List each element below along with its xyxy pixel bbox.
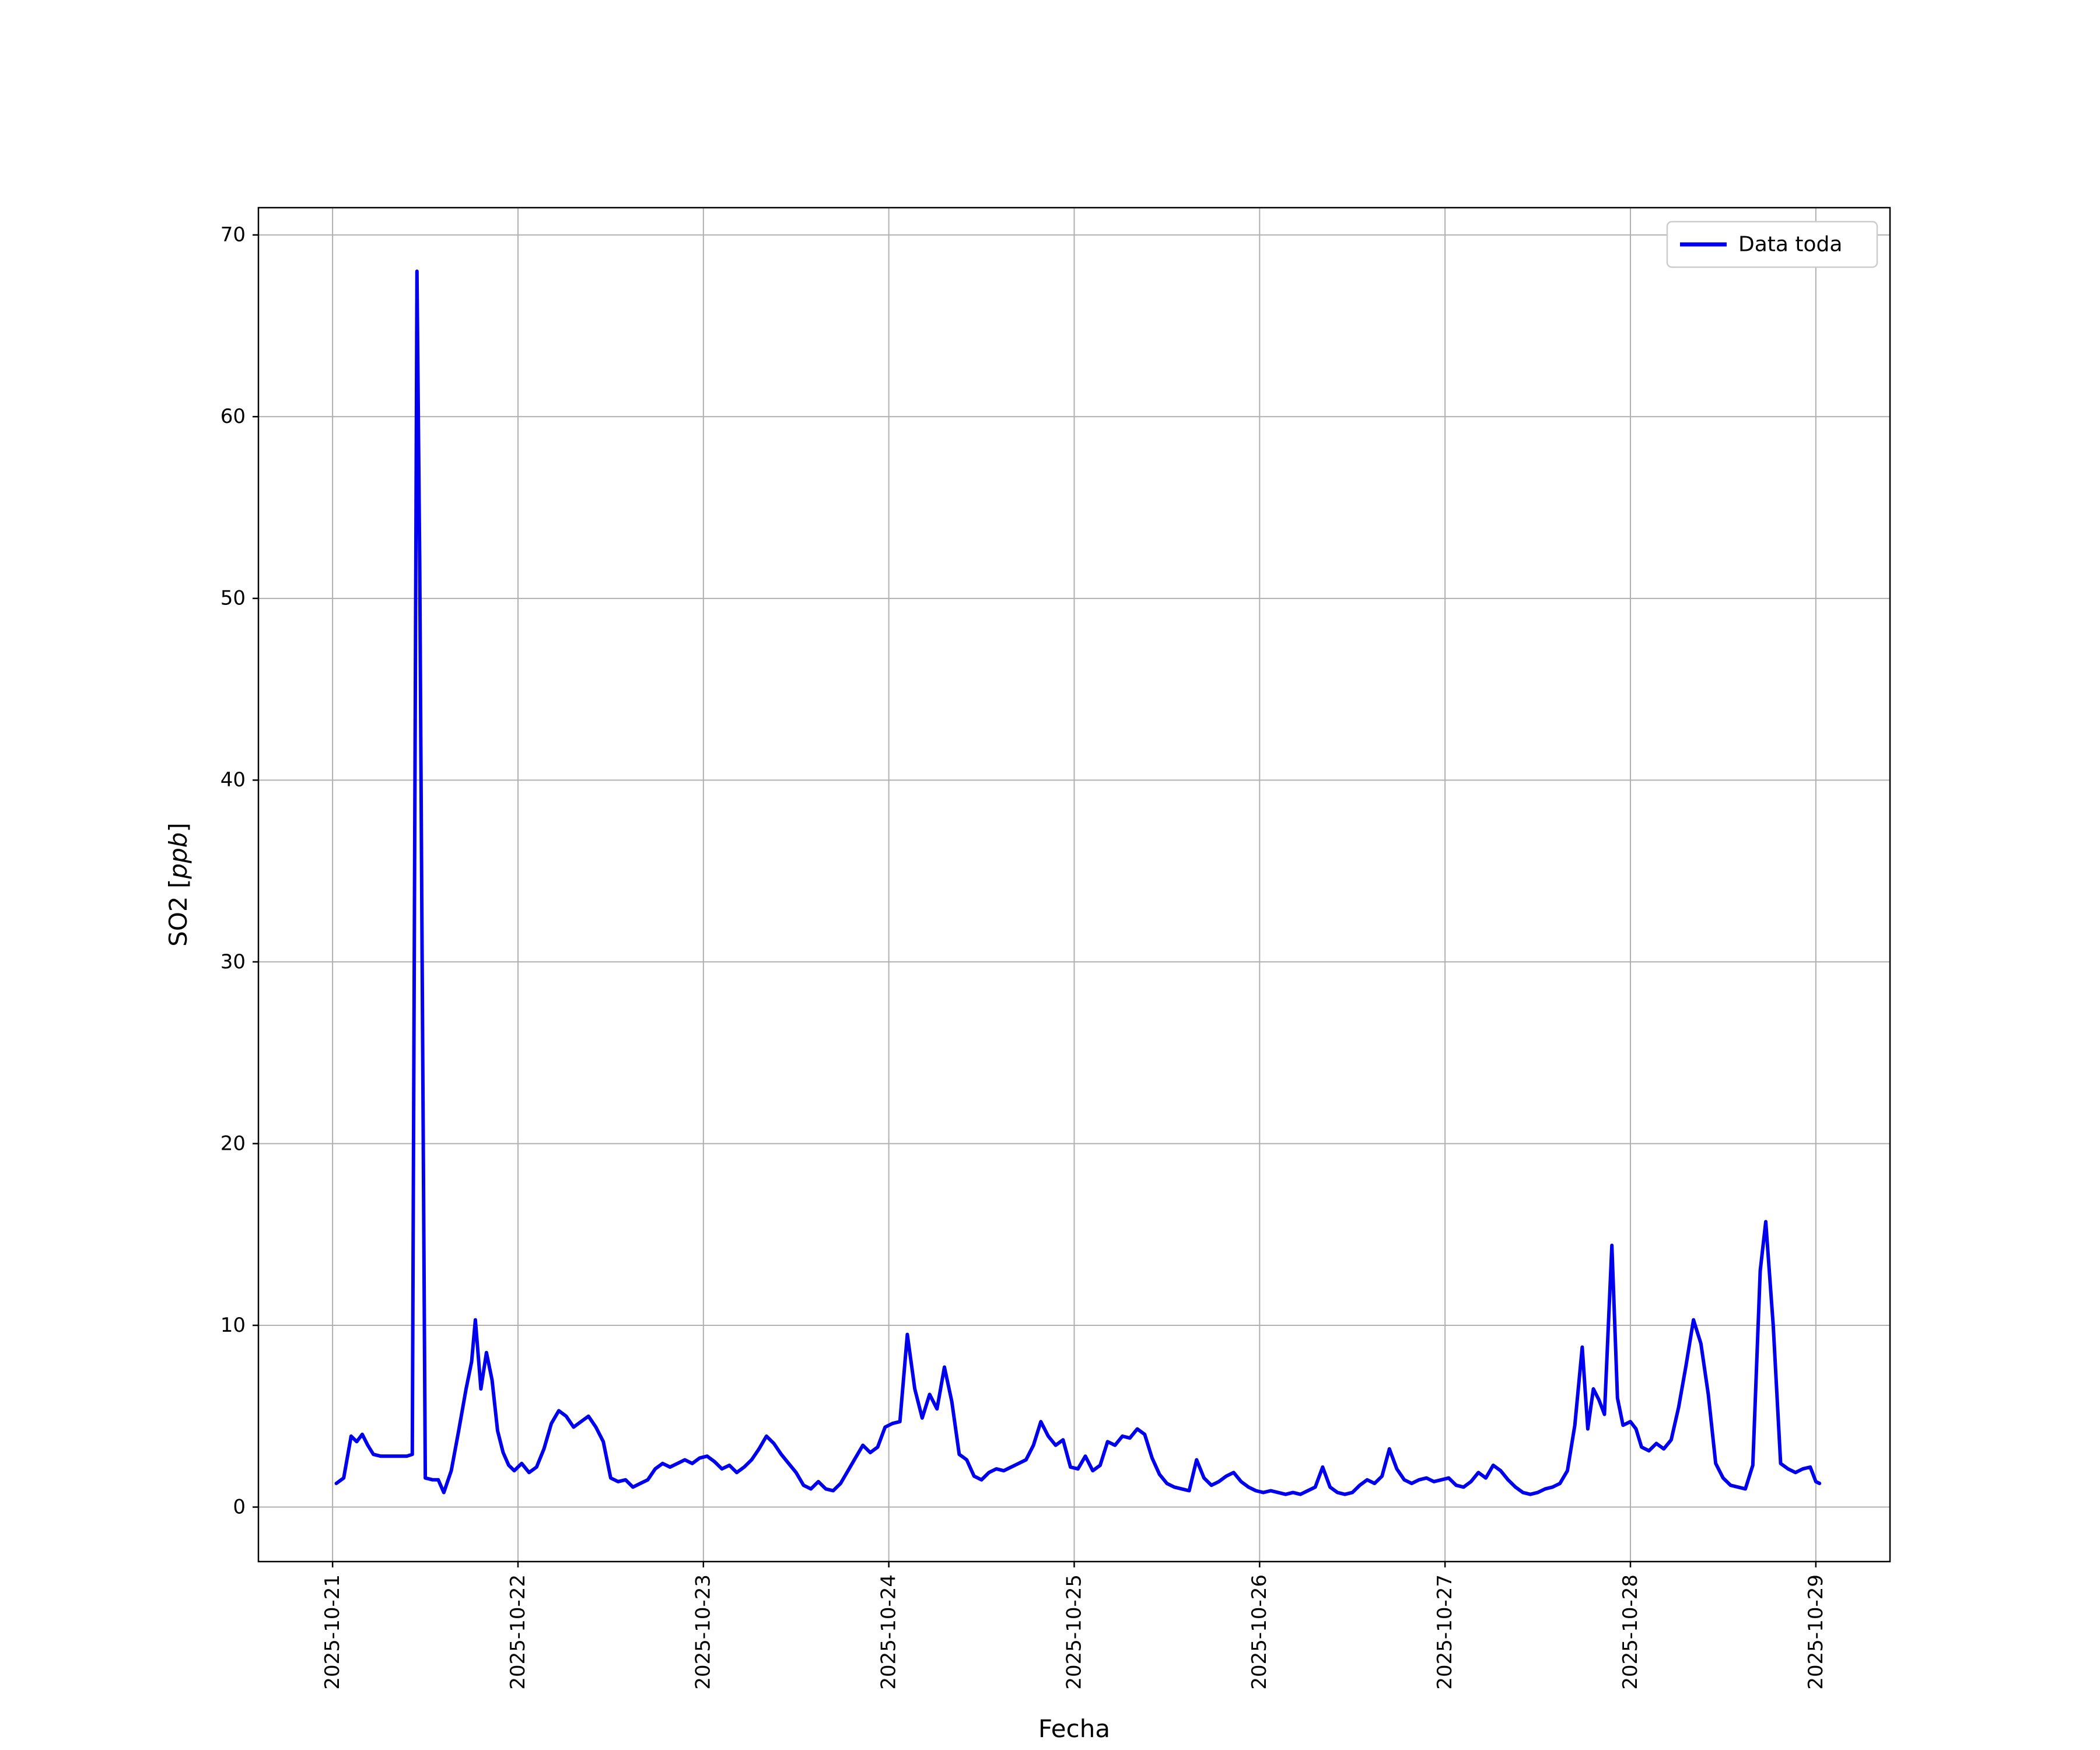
axis-ticks — [253, 234, 1817, 1567]
legend-box — [1666, 220, 1878, 268]
x-tick-label: 2025-10-26 — [1248, 1574, 1271, 1690]
y-axis-label-units: ppb — [164, 832, 192, 880]
axis-tick-labels: 2025-10-21 2025-10-22 2025-10-23 2025-10-24… — [220, 223, 1828, 1690]
x-tick-label: 2025-10-28 — [1619, 1574, 1642, 1690]
y-tick-label: 40 — [220, 768, 246, 792]
y-axis-label-suffix: ] — [164, 822, 192, 832]
y-axis-label-prefix: SO2 [ — [164, 879, 192, 947]
y-tick-label: 30 — [220, 950, 246, 974]
x-tick-label: 2025-10-24 — [877, 1574, 901, 1690]
y-tick-label: 50 — [220, 587, 246, 610]
y-tick-label: 10 — [220, 1314, 246, 1337]
x-tick-label: 2025-10-23 — [692, 1574, 715, 1690]
x-tick-label: 2025-10-29 — [1804, 1574, 1828, 1690]
legend: Data toda — [1666, 220, 1878, 268]
x-axis-label: Fecha — [1038, 1714, 1110, 1743]
y-axis-label: SO2 [ppb] — [164, 822, 192, 947]
y-tick-label: 70 — [220, 223, 246, 247]
legend-label: Data toda — [1738, 233, 1842, 257]
y-tick-label: 0 — [233, 1495, 246, 1518]
x-tick-label: 2025-10-22 — [506, 1574, 530, 1690]
x-tick-label: 2025-10-21 — [321, 1574, 344, 1690]
x-tick-label: 2025-10-27 — [1433, 1574, 1457, 1690]
data-line-series — [334, 270, 1822, 1496]
y-tick-label: 20 — [220, 1132, 246, 1155]
grid-lines — [258, 208, 1890, 1562]
x-tick-label: 2025-10-25 — [1062, 1574, 1086, 1690]
y-tick-label: 60 — [220, 405, 246, 428]
